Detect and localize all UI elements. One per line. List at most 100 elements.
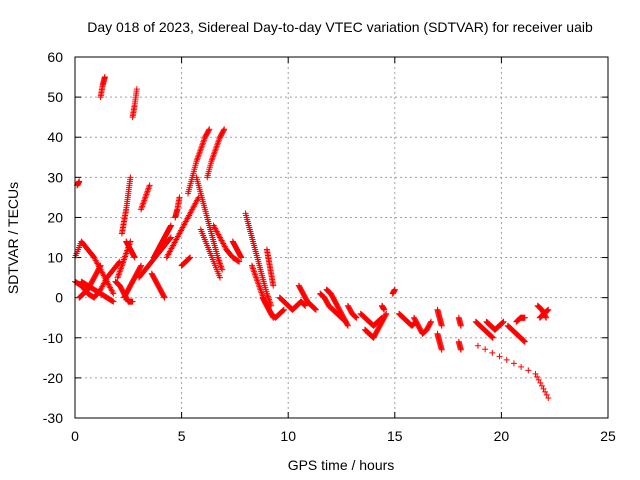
data-point-marker — [545, 306, 552, 313]
data-point-marker — [499, 319, 506, 326]
data-point-marker — [489, 349, 496, 356]
data-point-marker — [211, 150, 218, 157]
data-point-marker — [489, 334, 496, 341]
data-point-marker — [138, 204, 145, 211]
data-point-marker — [352, 313, 359, 320]
data-series — [138, 182, 153, 213]
data-series — [474, 342, 552, 401]
data-point-marker — [353, 314, 360, 321]
data-point-marker — [542, 388, 549, 395]
data-point-marker — [199, 140, 206, 147]
grid — [75, 57, 608, 418]
data-point-marker — [221, 126, 228, 133]
data-point-marker — [544, 307, 551, 314]
data-point-marker — [311, 305, 318, 312]
data-point-marker — [427, 319, 434, 326]
data-point-marker — [525, 367, 532, 374]
y-axis-label: SDTVAR / TECUs — [5, 182, 21, 294]
data-point-marker — [120, 258, 127, 265]
data-point-marker — [496, 353, 503, 360]
data-point-marker — [312, 306, 319, 313]
data-point-marker — [499, 319, 506, 326]
data-point-marker — [115, 273, 122, 280]
data-series — [163, 194, 202, 261]
data-point-marker — [428, 318, 435, 325]
data-point-marker — [302, 302, 309, 309]
data-point-marker — [521, 338, 528, 345]
data-point-marker — [142, 194, 149, 201]
data-point-marker — [301, 302, 308, 309]
data-point-marker — [544, 307, 551, 314]
y-tick-label: 0 — [55, 290, 63, 306]
data-point-marker — [219, 266, 226, 273]
data-point-marker — [383, 310, 390, 317]
data-point-marker — [213, 143, 220, 150]
data-point-marker — [76, 178, 83, 185]
data-point-marker — [139, 203, 146, 210]
data-point-marker — [186, 255, 193, 262]
data-series — [242, 210, 275, 309]
data-point-marker — [545, 394, 552, 401]
data-series — [74, 178, 83, 189]
data-point-marker — [474, 342, 481, 349]
data-point-marker — [197, 146, 204, 153]
data-point-marker — [200, 138, 207, 145]
x-tick-label: 5 — [178, 428, 186, 444]
data-point-marker — [489, 334, 496, 341]
data-series — [472, 318, 496, 341]
data-point-marker — [216, 259, 223, 266]
data-point-marker — [212, 147, 219, 154]
data-point-marker — [194, 156, 201, 163]
data-point-marker — [208, 156, 215, 163]
data-series — [434, 330, 445, 353]
x-tick-label: 0 — [71, 428, 79, 444]
data-point-marker — [110, 290, 117, 297]
data-point-marker — [141, 197, 148, 204]
data-point-marker — [176, 194, 183, 201]
data-series — [197, 226, 223, 281]
data-series — [229, 238, 245, 261]
data-point-marker — [352, 314, 359, 321]
data-series — [118, 174, 134, 237]
data-point-marker — [138, 262, 145, 269]
data-point-marker — [258, 289, 265, 296]
y-tick-label: 30 — [47, 169, 63, 185]
data-point-marker — [540, 385, 547, 392]
chart-title: Day 018 of 2023, Sidereal Day-to-day VTE… — [87, 19, 593, 35]
data-series — [97, 74, 108, 101]
x-tick-label: 10 — [280, 428, 296, 444]
data-point-marker — [110, 298, 117, 305]
data-point-marker — [121, 255, 128, 262]
data-point-marker — [249, 264, 256, 271]
data-series — [276, 294, 309, 313]
data-point-marker — [167, 235, 174, 242]
data-point-marker — [198, 144, 205, 151]
data-point-marker — [119, 259, 126, 266]
data-series — [295, 282, 319, 313]
data-series — [344, 302, 360, 321]
data-point-marker — [255, 280, 262, 287]
data-point-marker — [391, 286, 398, 293]
data-point-marker — [206, 126, 213, 133]
data-point-marker — [161, 293, 168, 300]
data-point-marker — [187, 254, 194, 261]
data-point-marker — [488, 333, 495, 340]
data-point-marker — [510, 360, 517, 367]
data-point-marker — [248, 262, 255, 269]
data-point-marker — [195, 153, 202, 160]
x-tick-label: 20 — [494, 428, 510, 444]
y-tick-label: 40 — [47, 129, 63, 145]
data-point-marker — [256, 283, 263, 290]
data-point-marker — [146, 183, 153, 190]
data-point-marker — [143, 191, 150, 198]
data-point-marker — [250, 267, 257, 274]
data-point-marker — [218, 265, 225, 272]
data-point-marker — [214, 141, 221, 148]
data-point-marker — [167, 222, 174, 229]
data-point-marker — [123, 250, 130, 257]
data-series — [78, 278, 117, 305]
y-tick-label: 10 — [47, 250, 63, 266]
data-point-marker — [381, 306, 388, 313]
data-point-marker — [205, 127, 212, 134]
